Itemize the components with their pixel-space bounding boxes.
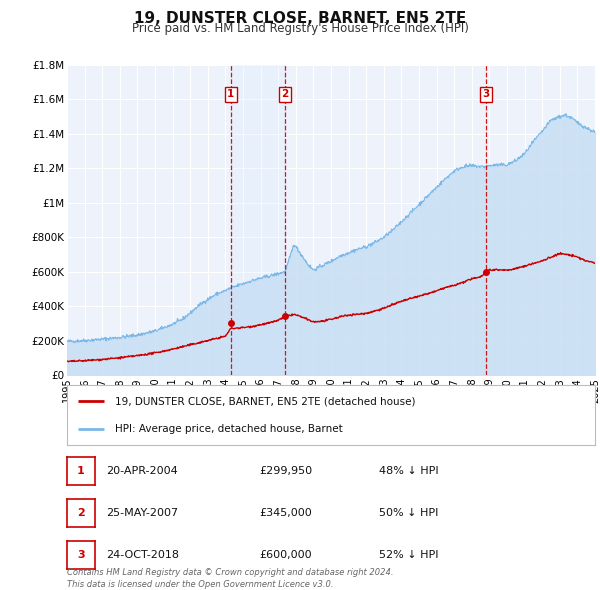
Text: Contains HM Land Registry data © Crown copyright and database right 2024.: Contains HM Land Registry data © Crown c… (67, 568, 394, 577)
Text: 3: 3 (77, 550, 85, 560)
Text: 19, DUNSTER CLOSE, BARNET, EN5 2TE: 19, DUNSTER CLOSE, BARNET, EN5 2TE (134, 11, 466, 25)
Text: 19, DUNSTER CLOSE, BARNET, EN5 2TE (detached house): 19, DUNSTER CLOSE, BARNET, EN5 2TE (deta… (115, 396, 415, 406)
Text: Price paid vs. HM Land Registry's House Price Index (HPI): Price paid vs. HM Land Registry's House … (131, 22, 469, 35)
Text: 1: 1 (77, 466, 85, 476)
Text: 52% ↓ HPI: 52% ↓ HPI (379, 550, 439, 560)
Text: £600,000: £600,000 (259, 550, 311, 560)
Text: HPI: Average price, detached house, Barnet: HPI: Average price, detached house, Barn… (115, 424, 342, 434)
Text: 20-APR-2004: 20-APR-2004 (106, 466, 178, 476)
Text: 25-MAY-2007: 25-MAY-2007 (106, 508, 178, 518)
Text: £345,000: £345,000 (259, 508, 312, 518)
Text: 48% ↓ HPI: 48% ↓ HPI (379, 466, 439, 476)
Text: 3: 3 (482, 90, 490, 100)
Text: 50% ↓ HPI: 50% ↓ HPI (379, 508, 439, 518)
Text: 2: 2 (281, 90, 289, 100)
Bar (230, 65, 285, 375)
Text: This data is licensed under the Open Government Licence v3.0.: This data is licensed under the Open Gov… (67, 580, 334, 589)
Text: 2: 2 (77, 508, 85, 518)
Text: 24-OCT-2018: 24-OCT-2018 (106, 550, 179, 560)
Text: £299,950: £299,950 (259, 466, 312, 476)
Text: 1: 1 (227, 90, 235, 100)
